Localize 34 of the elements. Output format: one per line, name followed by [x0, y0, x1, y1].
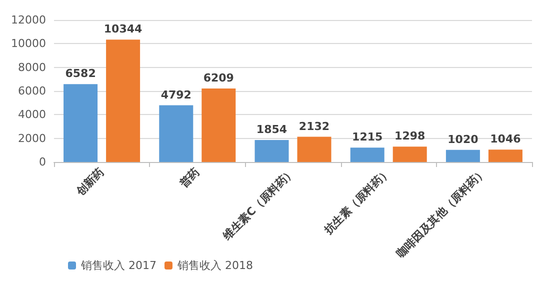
y-tick-label: 8000	[18, 60, 46, 74]
bar	[254, 140, 289, 162]
data-label: 6582	[65, 67, 96, 80]
data-label: 1854	[256, 123, 288, 136]
legend-label: 销售收入 2018	[176, 259, 253, 272]
data-label: 6209	[203, 72, 234, 85]
y-tick-label: 10000	[10, 37, 46, 50]
bar	[392, 146, 427, 162]
y-tick-label: 4000	[18, 108, 46, 122]
bar	[64, 84, 98, 162]
data-label: 10344	[104, 22, 143, 36]
legend-label: 销售收入 2017	[80, 259, 156, 272]
x-tick-label: 咖啡因及其他（原料药）	[394, 165, 489, 260]
y-tick-label: 2000	[18, 132, 46, 145]
data-label: 4792	[160, 88, 192, 102]
bar	[202, 88, 236, 162]
data-label: 1215	[352, 130, 383, 144]
bar	[297, 136, 332, 162]
y-tick-label: 6000	[18, 84, 46, 98]
bar	[106, 40, 140, 162]
bar	[488, 150, 522, 162]
x-tick-label: 维生素C（原料药）	[220, 165, 298, 244]
y-tick-label: 12000	[10, 14, 46, 26]
data-label: 1298	[394, 130, 426, 143]
data-label: 1020	[448, 132, 479, 146]
x-tick-label: 抗生素（原料药）	[321, 165, 394, 238]
bar	[159, 105, 194, 162]
bar	[446, 150, 480, 162]
data-label: 1046	[490, 132, 522, 146]
bar	[350, 148, 384, 162]
y-tick-label: 0	[38, 156, 46, 168]
x-tick-label: 创新药	[73, 165, 106, 199]
data-label: 2132	[298, 120, 330, 133]
x-tick-label: 普药	[176, 165, 202, 191]
